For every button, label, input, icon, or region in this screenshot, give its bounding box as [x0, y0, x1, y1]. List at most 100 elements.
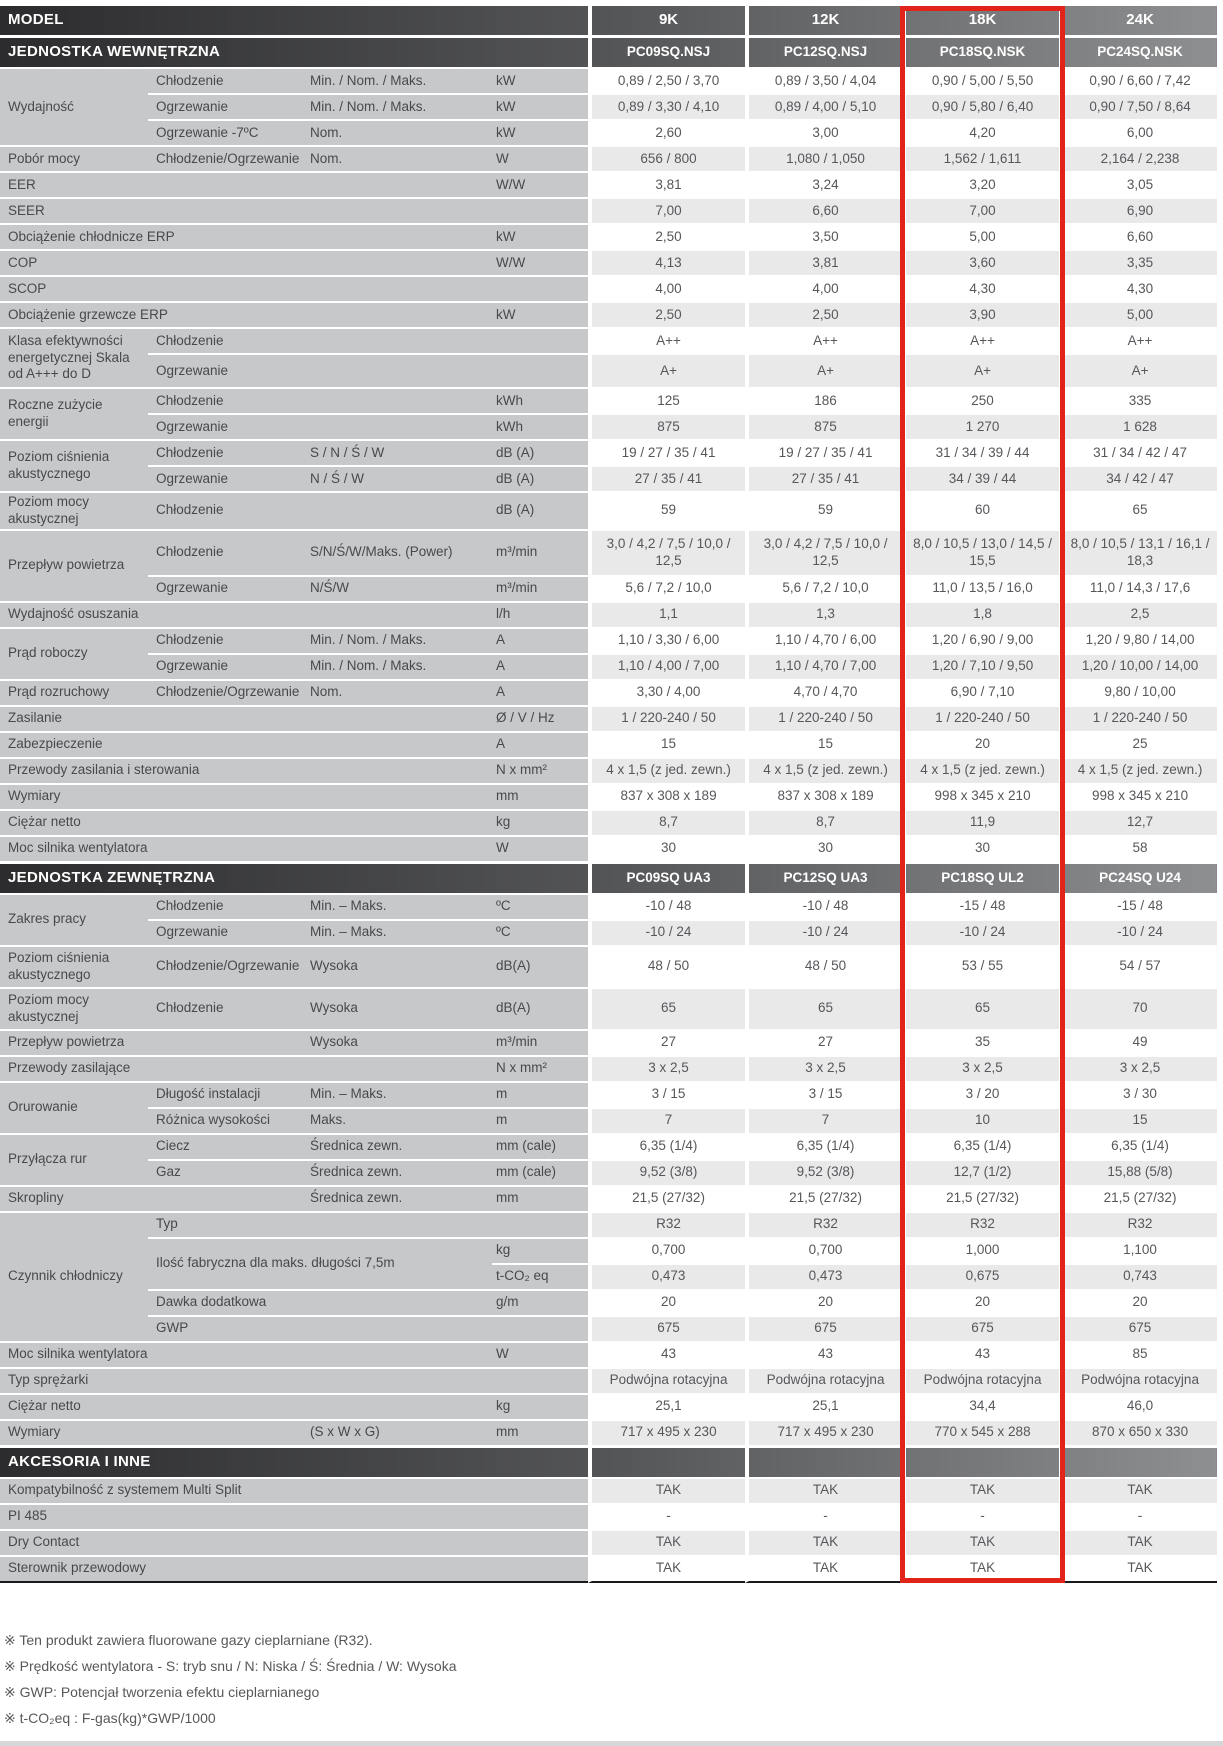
spec-value: 15: [745, 730, 903, 757]
spec-value: 12,7 (1/2): [902, 1158, 1060, 1185]
spec-value: A+: [1059, 353, 1218, 387]
spec-value: 20: [745, 1288, 903, 1315]
spec-row: Wydajność Chłodzenie Min. / Nom. / Maks. kW…: [0, 67, 1218, 145]
row-label: Skropliny: [0, 1184, 306, 1211]
spec-value: A++: [745, 327, 903, 353]
row-unit: kW: [492, 223, 589, 249]
spec-row: Obciążenie chłodnicze ERP kW 2,50 3,50 5,00 6…: [0, 223, 1218, 249]
spec-row: Ogrzewanie kWh 875 875 1 270 1 628: [0, 413, 1218, 439]
row-sublabel: Chłodzenie: [148, 387, 306, 413]
spec-value: -15 / 48: [902, 892, 1060, 919]
spec-value: 20: [902, 1288, 1060, 1315]
spec-row: t-CO₂ eq 0,473 0,473 0,675 0,743: [0, 1262, 1218, 1289]
spec-value: 6,60: [1059, 223, 1218, 249]
spec-value: TAK: [1059, 1554, 1218, 1583]
spec-value: 21,5 (27/32): [902, 1184, 1060, 1211]
spec-value: 675: [745, 1314, 903, 1341]
spec-value: -15 / 48: [1059, 892, 1218, 919]
column-header-24k: 24K: [1059, 6, 1217, 35]
spec-value: 10: [902, 1106, 1060, 1133]
row-label: Czynnik chłodniczy: [0, 1210, 148, 1341]
spec-value: TAK: [588, 1476, 746, 1503]
spec-value: 6,35 (1/4): [1059, 1132, 1218, 1159]
spec-value: 4,30: [902, 275, 1060, 301]
row-unit: kW: [492, 301, 589, 327]
row-label: Poziom ciśnienia akustycznego: [0, 944, 148, 987]
row-unit: kWh: [492, 413, 589, 439]
spec-value: 1,20 / 6,90 / 9,00: [902, 626, 1060, 653]
spec-value: 4,00: [588, 275, 746, 301]
row-unit: dB (A): [492, 491, 589, 529]
row-param: [306, 413, 492, 439]
spec-value: 25: [1059, 730, 1218, 757]
spec-value: R32: [1059, 1210, 1218, 1237]
spec-value: 27 / 35 / 41: [588, 465, 746, 491]
spec-value: 0,743: [1059, 1262, 1218, 1289]
spec-value: 8,0 / 10,5 / 13,0 / 14,5 / 15,5: [902, 528, 1060, 575]
spec-row: Wydajność osuszania l/h 1,1 1,3 1,8 2,5: [0, 600, 1218, 627]
spec-value: 21,5 (27/32): [1059, 1184, 1218, 1211]
row-label: PI 485: [0, 1502, 589, 1529]
spec-value: 1,1: [588, 600, 746, 627]
row-unit: dB (A): [492, 439, 589, 465]
spec-value: 35: [902, 1028, 1060, 1055]
spec-value: 1 270: [902, 413, 1060, 439]
row-param: Min. – Maks.: [306, 1080, 492, 1107]
spec-value: -10 / 24: [902, 918, 1060, 945]
spec-value: 65: [1059, 491, 1218, 529]
row-param: Średnica zewn.: [306, 1184, 492, 1211]
spec-value: 8,7: [745, 808, 903, 835]
row-unit: [492, 327, 589, 353]
spec-row: Przewody zasilające N x mm² 3 x 2,5 3 x 2,5…: [0, 1054, 1218, 1081]
row-param: Min. / Nom. / Maks.: [306, 626, 492, 653]
row-unit: m: [492, 1080, 589, 1107]
spec-value: 4 x 1,5 (z jed. zewn.): [902, 756, 1060, 783]
row-unit: m³/min: [492, 574, 589, 601]
section-header-row: JEDNOSTKA ZEWNĘTRZNA PC09SQ UA3 PC12SQ UA3…: [0, 860, 1218, 893]
row-param: Min. / Nom. / Maks.: [306, 93, 492, 119]
row-param: S / N / Ś / W: [306, 439, 492, 465]
spec-value: 11,0 / 13,5 / 16,0: [902, 574, 1060, 601]
row-unit: m³/min: [492, 528, 589, 575]
model-name: PC18SQ.NSK: [902, 35, 1060, 67]
spec-row: Ogrzewanie Min. / Nom. / Maks. kW 0,89 / 3,…: [0, 93, 1218, 119]
row-label: Orurowanie: [0, 1080, 148, 1133]
row-unit: mm: [492, 1184, 589, 1211]
spec-value: TAK: [745, 1476, 903, 1503]
row-sublabel: Ogrzewanie: [148, 465, 306, 491]
row-unit: mm (cale): [492, 1132, 589, 1159]
spec-value: 11,0 / 14,3 / 17,6: [1059, 574, 1218, 601]
spec-value: 3 x 2,5: [588, 1054, 746, 1081]
spec-value: 656 / 800: [588, 145, 746, 171]
spec-row: Skropliny Średnica zewn. mm 21,5 (27/32) 21,…: [0, 1184, 1218, 1211]
spec-row: Ogrzewanie -7ºC Nom. kW 2,60 3,00 4,20 6,00: [0, 119, 1218, 145]
row-label: Poziom ciśnienia akustycznego: [0, 439, 148, 491]
spec-value: 875: [588, 413, 746, 439]
spec-row: Moc silnika wentylatora W 30 30 30 58: [0, 834, 1218, 861]
row-param: Nom.: [306, 145, 492, 171]
row-sublabel: Chłodzenie: [148, 986, 306, 1029]
spec-value: -: [588, 1502, 746, 1529]
spec-row: Klasa efektywności energetycznej Skala o…: [0, 327, 1218, 387]
row-unit: ºC: [492, 892, 589, 919]
row-unit: dB(A): [492, 986, 589, 1029]
spec-value: 998 x 345 x 210: [902, 782, 1060, 809]
row-sublabel: Ogrzewanie: [148, 652, 306, 679]
spec-row: Przepływ powietrza Wysoka m³/min 27 27 35 49: [0, 1028, 1218, 1055]
spec-value: 250: [902, 387, 1060, 413]
row-unit: [492, 1210, 589, 1237]
row-label: Zakres pracy: [0, 892, 148, 945]
spec-value: A++: [588, 327, 746, 353]
spec-value: 770 x 545 x 288: [902, 1418, 1060, 1445]
spec-value: 1,100: [1059, 1236, 1218, 1263]
row-unit: kg: [492, 1392, 589, 1419]
spec-value: R32: [902, 1210, 1060, 1237]
spec-row: Ogrzewanie A+ A+ A+ A+: [0, 353, 1218, 387]
spec-value: 0,90 / 5,80 / 6,40: [902, 93, 1060, 119]
row-label: Przewody zasilania i sterowania: [0, 756, 492, 783]
row-param: [306, 353, 492, 387]
spec-value: R32: [745, 1210, 903, 1237]
spec-value: -10 / 24: [1059, 918, 1218, 945]
row-param: Wysoka: [306, 944, 492, 987]
